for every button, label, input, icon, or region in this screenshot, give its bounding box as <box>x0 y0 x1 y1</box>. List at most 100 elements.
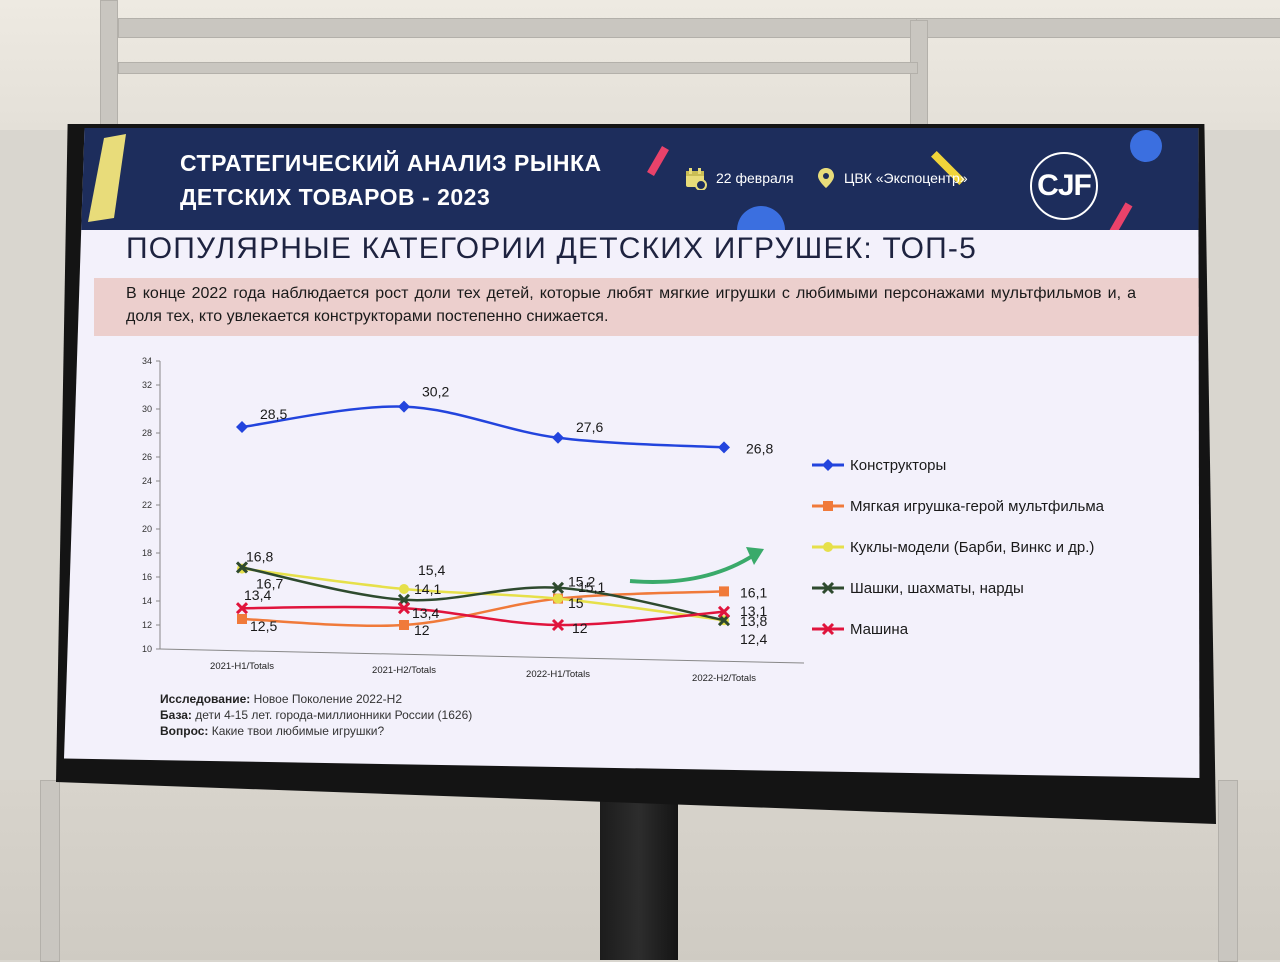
data-label: 15,2 <box>568 574 595 590</box>
event-venue: ЦВК «Экспоцентр» <box>816 166 968 190</box>
series-line <box>241 566 725 622</box>
data-label: 15 <box>568 595 584 611</box>
x-axis <box>159 648 805 664</box>
trend-arrow-head <box>746 547 764 565</box>
y-tick-label: 20 <box>142 524 152 534</box>
booth-frame-post <box>100 0 118 132</box>
data-label: 12,4 <box>740 631 767 647</box>
data-label: 12 <box>414 622 430 638</box>
booth-frame-post <box>40 780 60 962</box>
legend-label: Мягкая игрушка-герой мультфильма <box>850 498 1105 515</box>
data-point <box>398 400 410 413</box>
legend-marker <box>823 542 833 552</box>
data-point <box>399 584 409 594</box>
data-label: 13,8 <box>740 613 767 629</box>
header-decorations <box>88 130 1162 230</box>
y-tick-label: 22 <box>142 500 152 510</box>
data-label: 16,7 <box>256 576 283 592</box>
y-tick-label: 14 <box>142 596 152 606</box>
presentation-slide: СТРАТЕГИЧЕСКИЙ АНАЛИЗ РЫНКА ДЕТСКИХ ТОВА… <box>64 128 1200 778</box>
y-tick-label: 30 <box>142 404 152 414</box>
y-tick-label: 12 <box>142 620 152 630</box>
footnotes: Исследование: Новое Поколение 2022-Н2 Ба… <box>160 691 472 739</box>
footnote-base: База: дети 4-15 лет. города-миллионники … <box>160 707 472 723</box>
booth-frame-beam <box>118 62 918 74</box>
booth-frame-beam <box>916 18 1280 38</box>
footnote-study-label: Исследование: <box>160 692 251 706</box>
data-label: 16,1 <box>740 584 767 600</box>
footnote-question-label: Вопрос: <box>160 724 209 738</box>
x-tick-label: 2021-H1/Totals <box>210 661 274 672</box>
data-point <box>397 602 411 615</box>
series-line <box>241 405 725 449</box>
data-point <box>237 614 247 624</box>
slide-subtitle: В конце 2022 года наблюдается рост доли … <box>126 285 1136 325</box>
legend-marker <box>822 459 834 471</box>
data-point <box>551 581 565 594</box>
booth-frame-beam <box>118 18 918 38</box>
footnote-study: Исследование: Новое Поколение 2022-Н2 <box>160 691 472 707</box>
footnote-question-value: Какие твои любимые игрушки? <box>211 724 385 738</box>
subtitle-highlight <box>94 278 1200 336</box>
data-label: 13,1 <box>740 603 767 619</box>
data-label: 16,8 <box>246 548 273 564</box>
booth-frame-post <box>1218 780 1238 962</box>
series-line <box>241 605 725 627</box>
slide-title: ПОПУЛЯРНЫЕ КАТЕГОРИИ ДЕТСКИХ ИГРУШЕК: ТО… <box>126 232 978 265</box>
slide-header: СТРАТЕГИЧЕСКИЙ АНАЛИЗ РЫНКА ДЕТСКИХ ТОВА… <box>64 128 1200 230</box>
data-point <box>235 561 249 574</box>
y-tick-label: 32 <box>142 380 152 390</box>
data-point <box>553 593 563 604</box>
legend-label: Машина <box>850 621 909 638</box>
data-point <box>718 441 730 454</box>
event-venue-text: ЦВК «Экспоцентр» <box>844 170 968 186</box>
y-tick-label: 26 <box>142 452 152 462</box>
data-point <box>717 605 731 618</box>
data-label: 28,5 <box>260 406 287 422</box>
series-line <box>241 590 725 628</box>
data-label: 13,4 <box>244 587 271 603</box>
data-point <box>235 602 249 615</box>
legend-label: Куклы-модели (Барби, Винкс и др.) <box>850 539 1094 556</box>
data-point <box>552 431 564 444</box>
data-point <box>236 421 248 433</box>
data-label: 26,8 <box>746 440 773 456</box>
data-label: 13,4 <box>412 605 439 621</box>
legend-label: Шашки, шахматы, нарды <box>850 580 1024 597</box>
y-tick-label: 10 <box>142 644 152 654</box>
y-tick-label: 24 <box>142 476 152 486</box>
x-tick-label: 2022-H1/Totals <box>526 669 590 680</box>
line-chart: 10 12 14 16 18 20 22 24 26 28 30 32 34 2021-H1/Totals… <box>142 356 1105 684</box>
data-label: 14,1 <box>414 581 441 597</box>
data-point <box>551 618 565 632</box>
cjf-logo: CJF <box>1030 152 1098 220</box>
footnote-base-value: дети 4-15 лет. города-миллионники России… <box>195 708 473 722</box>
location-pin-icon <box>818 168 834 188</box>
legend-marker <box>821 622 835 636</box>
data-point <box>719 586 729 597</box>
data-label: 15,1 <box>578 579 605 595</box>
footnote-question: Вопрос: Какие твои любимые игрушки? <box>160 723 472 739</box>
header-title-line1: СТРАТЕГИЧЕСКИЙ АНАЛИЗ РЫНКА <box>180 150 602 176</box>
data-label: 27,6 <box>576 419 603 435</box>
calendar-icon <box>686 168 707 190</box>
header-title: СТРАТЕГИЧЕСКИЙ АНАЛИЗ РЫНКА ДЕТСКИХ ТОВА… <box>180 146 700 214</box>
data-label: 30,2 <box>422 384 449 400</box>
data-label: 12 <box>572 620 588 636</box>
legend-label: Конструкторы <box>850 457 946 474</box>
footnote-base-label: База: <box>160 708 192 722</box>
data-label: 12,5 <box>250 618 277 634</box>
monitor-stand <box>600 800 678 960</box>
event-date-text: 22 февраля <box>716 170 794 186</box>
booth-frame-post <box>910 20 928 134</box>
event-date: 22 февраля <box>684 166 794 190</box>
legend-marker <box>823 501 833 511</box>
x-tick-label: 2022-H2/Totals <box>692 673 756 684</box>
data-point <box>399 620 409 630</box>
legend-marker <box>821 581 835 595</box>
y-tick-label: 18 <box>142 548 152 558</box>
y-tick-label: 34 <box>142 356 152 366</box>
data-label: 15,4 <box>418 562 445 578</box>
y-tick-label: 16 <box>142 572 152 582</box>
trend-arrow <box>629 553 756 584</box>
